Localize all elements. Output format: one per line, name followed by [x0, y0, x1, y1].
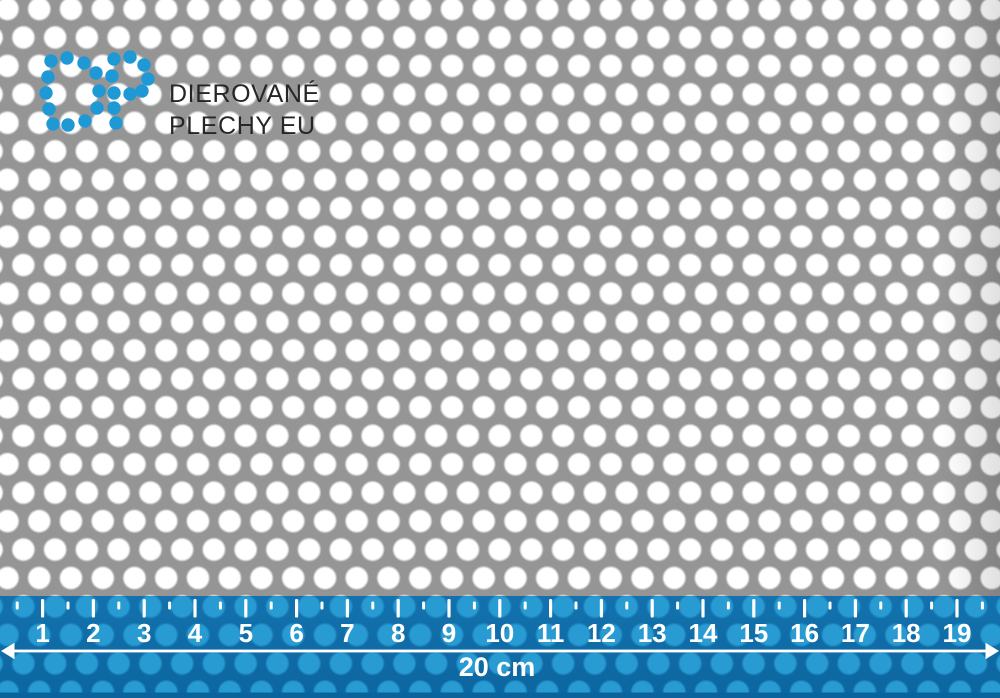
ruler-tick-minor	[625, 601, 629, 610]
ruler-number: 18	[891, 618, 921, 648]
ruler-tick-major	[244, 599, 248, 618]
logo-dot	[105, 69, 119, 83]
ruler-number: 19	[942, 618, 972, 648]
ruler-tick-major	[955, 599, 959, 618]
ruler-tick-minor	[472, 601, 476, 610]
ruler-tick-major	[904, 599, 908, 618]
ruler-tick-minor	[726, 601, 730, 610]
logo-dot	[41, 70, 55, 84]
logo-dot	[109, 116, 123, 130]
ruler-tick-major	[701, 599, 705, 618]
ruler-tick-major	[142, 599, 146, 618]
logo-dot	[44, 54, 58, 68]
ruler-tick-minor	[676, 601, 680, 610]
logo-dot	[89, 66, 103, 80]
ruler-tick-minor	[879, 601, 883, 610]
ruler-tick-minor	[117, 601, 121, 610]
logo-dot	[42, 102, 56, 116]
logo-dot	[107, 101, 121, 115]
ruler-number: 3	[136, 618, 152, 648]
ruler-number: 13	[637, 618, 667, 648]
ruler-number: 1	[35, 618, 50, 648]
ruler-tick-minor	[66, 601, 70, 610]
ruler-tick-minor	[777, 601, 781, 610]
ruler-tick-major	[295, 599, 299, 618]
logo-dot	[123, 50, 137, 64]
ruler-tick-major	[599, 599, 603, 618]
ruler-tick-major	[91, 599, 95, 618]
logo-dot	[107, 52, 121, 66]
ruler-tick-major	[752, 599, 756, 618]
ruler-tick-major	[396, 599, 400, 618]
logo-dot	[60, 51, 74, 65]
logo-dot	[90, 101, 104, 115]
ruler-number: 12	[586, 618, 616, 648]
ruler-tick-major	[41, 599, 45, 618]
logo-dot	[141, 72, 155, 86]
ruler-tick-major	[345, 599, 349, 618]
ruler-tick-minor	[980, 601, 984, 610]
ruler-tick-minor	[168, 601, 172, 610]
brand-name-line1: DIEROVANÉ	[169, 80, 320, 108]
logo-dot	[123, 87, 137, 101]
ruler-tick-major	[193, 599, 197, 618]
ruler-number: 2	[86, 618, 101, 648]
ruler-number: 7	[340, 618, 355, 648]
ruler-number: 15	[739, 618, 769, 648]
ruler-number: 4	[187, 618, 203, 648]
ruler-tick-minor	[828, 601, 832, 610]
ruler-tick-minor	[422, 601, 426, 610]
logo-dot	[61, 118, 75, 132]
scale-arrow-left-icon	[1, 642, 15, 660]
ruler-tick-major	[498, 599, 502, 618]
ruler-tick-major	[447, 599, 451, 618]
ruler-tick-minor	[15, 601, 19, 610]
scale-arrow-line	[9, 649, 991, 653]
ruler-number: 17	[840, 618, 870, 648]
ruler-tick-major	[549, 599, 553, 618]
brand-name-line2: PLECHY EU	[169, 112, 316, 140]
logo-dot	[135, 84, 149, 98]
logo-dot	[78, 114, 92, 128]
sheet-bottom-edge	[0, 692, 1000, 698]
ruler-tick-minor	[574, 601, 578, 610]
scale-arrow-right-icon	[985, 642, 999, 660]
ruler-tick-minor	[371, 601, 375, 610]
photo-edge-shading	[940, 0, 1000, 698]
ruler-number: 16	[790, 618, 820, 648]
ruler-tick-major	[803, 599, 807, 618]
ruler-tick-minor	[523, 601, 527, 610]
logo-dot	[39, 86, 53, 100]
ruler-number: 10	[485, 618, 515, 648]
logo-dot	[92, 84, 106, 98]
ruler-number: 5	[238, 618, 254, 648]
ruler-tick-minor	[269, 601, 273, 610]
ruler-tick-minor	[320, 601, 324, 610]
logo-dot	[77, 56, 91, 70]
ruler-tick-major	[853, 599, 857, 618]
logo-dot	[107, 86, 121, 100]
ruler-tick-minor	[930, 601, 934, 610]
ruler-number: 11	[536, 618, 565, 648]
ruler-number: 6	[289, 618, 304, 648]
ruler-number: 14	[688, 618, 718, 648]
ruler-tick-minor	[218, 601, 222, 610]
ruler-number: 9	[441, 618, 457, 648]
logo-dot	[46, 117, 60, 131]
ruler-number: 8	[390, 618, 406, 648]
logo-dot	[137, 58, 151, 72]
ruler-tick-major	[650, 599, 654, 618]
ruler-total-length-label: 20 cm	[458, 652, 536, 682]
